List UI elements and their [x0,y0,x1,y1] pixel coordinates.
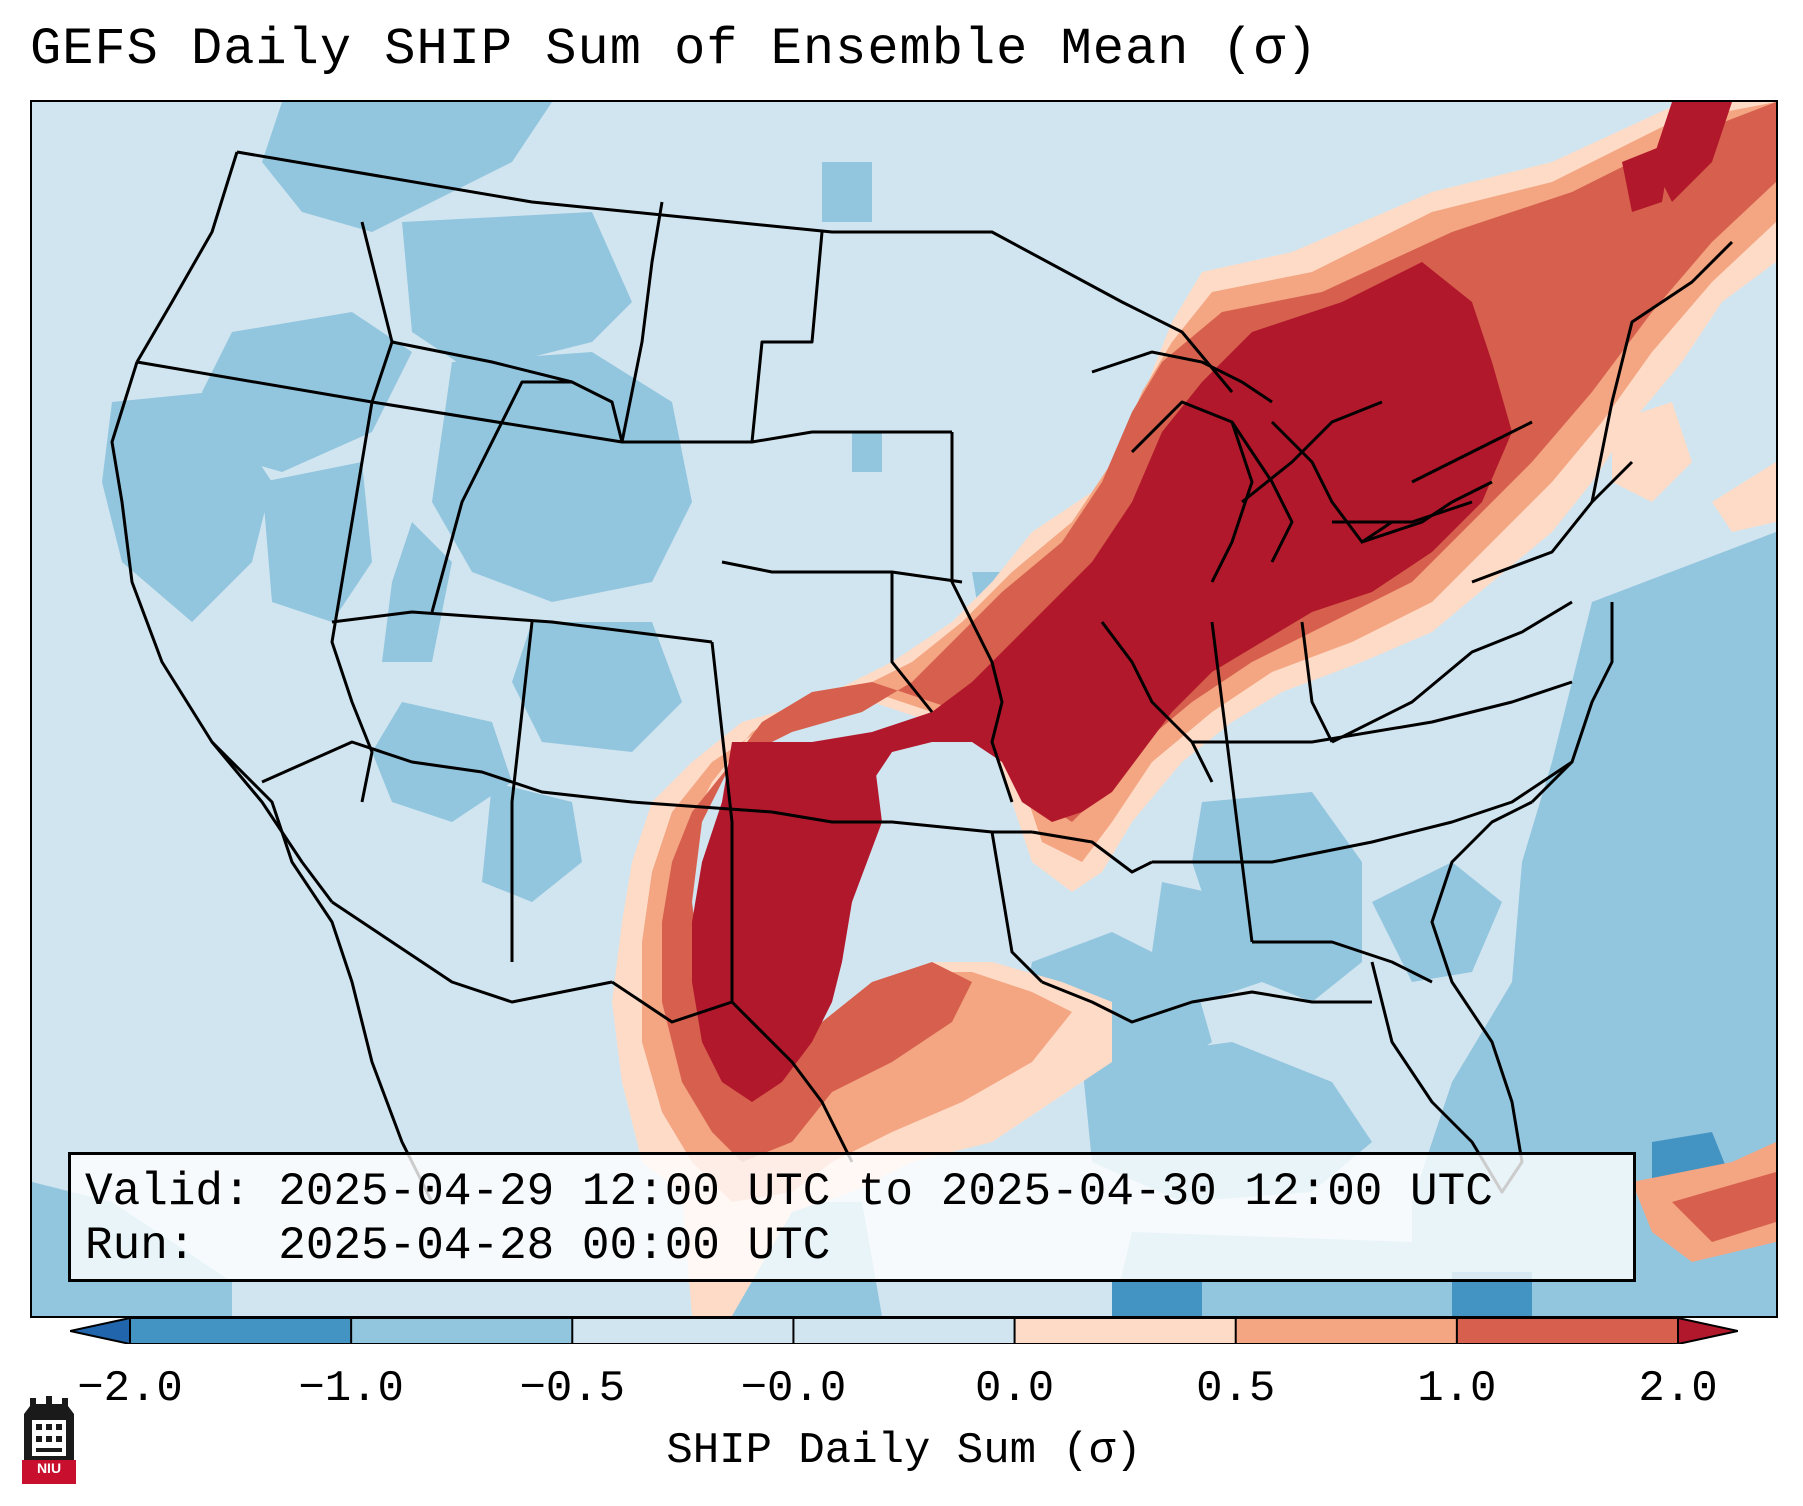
colorbar-tick-label: −2.0 [77,1364,183,1414]
colorbar-tick-label: 0.0 [974,1364,1055,1414]
run-time-text: Run: 2025-04-28 00:00 UTC [85,1220,831,1272]
colorbar-segment [1456,1318,1679,1344]
boundary-lines [110,150,1734,1203]
niu-castle-icon [22,1396,76,1484]
colorbar-tick-label: −0.5 [519,1364,626,1414]
colorbar-tick-label: 0.5 [1196,1364,1276,1414]
shaded-map [32,102,1776,1316]
niu-logo-text: NIU [36,1460,62,1476]
colorbar-tick-label: −1.0 [298,1364,404,1414]
colorbar-label: SHIP Daily Sum (σ) [666,1426,1142,1476]
colorbar-segment [1235,1318,1458,1344]
colorbar-segment [351,1318,573,1344]
colorbar-tick-label: 1.0 [1417,1364,1497,1414]
valid-run-info-box: Valid: 2025-04-29 12:00 UTC to 2025-04-3… [68,1152,1636,1282]
map-panel: Valid: 2025-04-29 12:00 UTC to 2025-04-3… [30,100,1778,1318]
colorbar-segment [130,1318,352,1344]
valid-time-text: Valid: 2025-04-29 12:00 UTC to 2025-04-3… [85,1166,1493,1218]
colorbar: −2.0 −1.0 −0.5 −0.0 0.0 0.5 1.0 2.0 SHIP Daily … [70,1318,1738,1476]
colorbar-segment [793,1318,1016,1344]
colorbar-tick-label: 2.0 [1638,1364,1718,1414]
colorbar-over-triangle [1678,1318,1738,1344]
colorbar-segment [572,1318,794,1344]
colorbar-under-triangle [70,1318,130,1344]
colorbar-tick-label: −0.0 [740,1364,847,1414]
chart-title: GEFS Daily SHIP Sum of Ensemble Mean (σ) [30,20,1319,79]
colorbar-gradient [70,1318,1738,1344]
great-lakes-lines [1091,350,1533,583]
colorbar-segment [1014,1318,1237,1344]
